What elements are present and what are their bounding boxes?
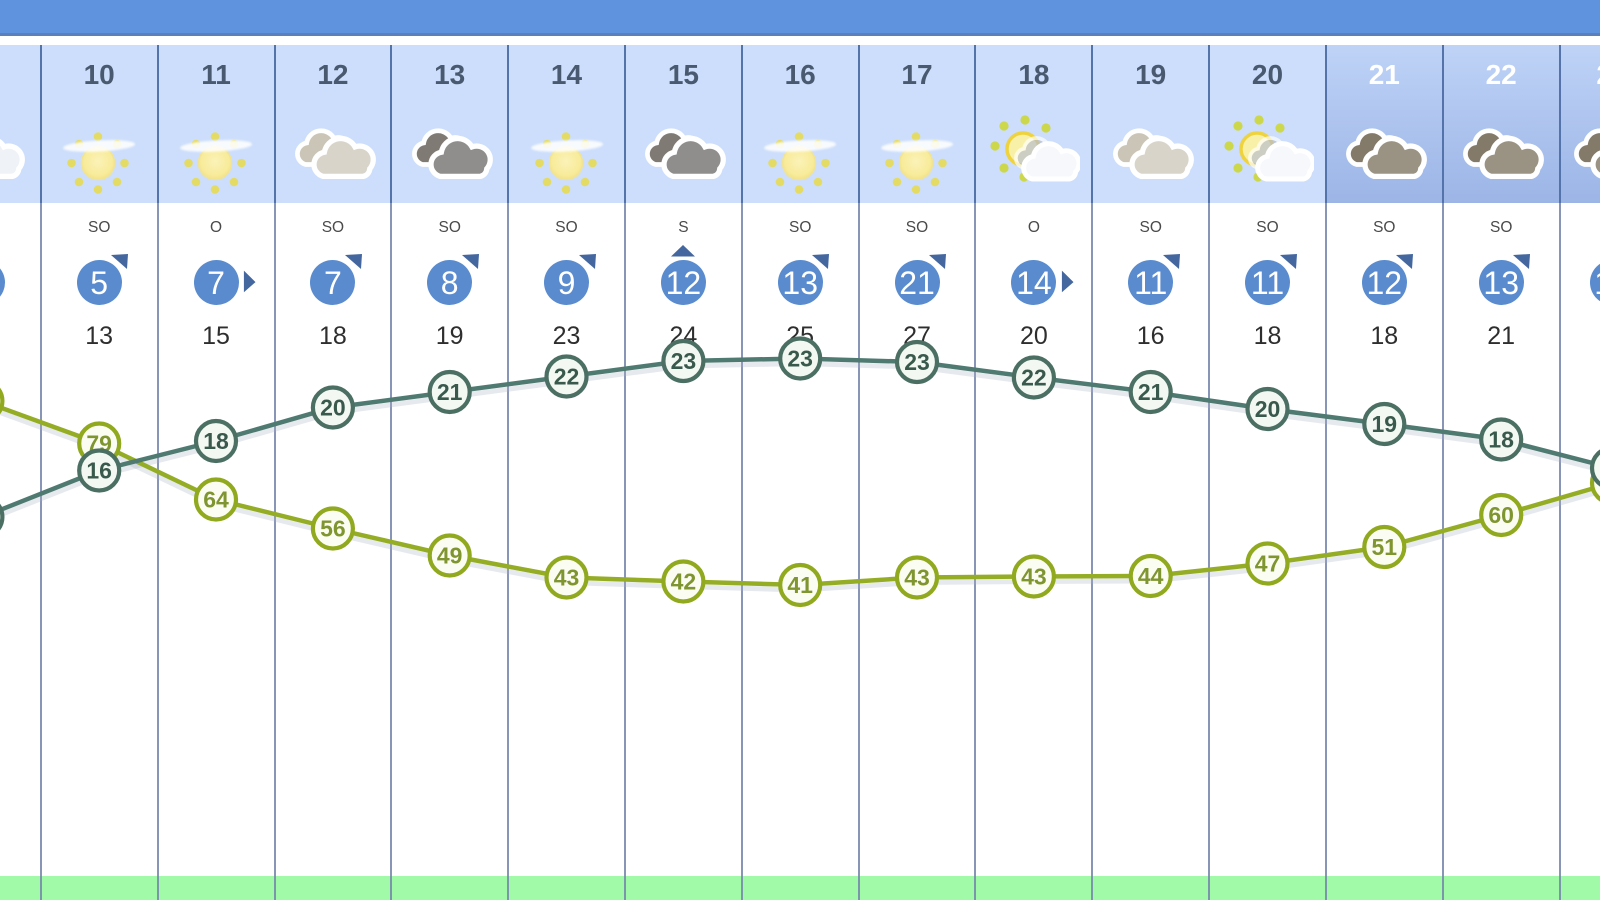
svg-text:43: 43 [554,565,580,591]
svg-text:43: 43 [904,565,930,591]
svg-text:44: 44 [1138,563,1164,589]
svg-text:20: 20 [320,395,346,421]
svg-text:64: 64 [203,487,229,513]
svg-text:18: 18 [203,428,229,454]
svg-text:41: 41 [787,572,813,598]
svg-text:18: 18 [1488,427,1514,453]
svg-text:56: 56 [320,516,346,542]
svg-text:47: 47 [1255,551,1281,577]
svg-text:51: 51 [1372,534,1398,560]
svg-text:23: 23 [671,348,697,374]
svg-text:49: 49 [437,543,463,569]
svg-text:22: 22 [554,364,580,390]
svg-text:23: 23 [787,346,813,372]
svg-text:21: 21 [437,379,463,405]
svg-text:23: 23 [904,349,930,375]
svg-text:21: 21 [1138,379,1164,405]
svg-text:16: 16 [86,458,112,484]
svg-text:20: 20 [1255,396,1281,422]
svg-text:43: 43 [1021,564,1047,590]
svg-text:42: 42 [671,569,697,595]
svg-text:60: 60 [1488,502,1514,528]
svg-text:22: 22 [1021,365,1047,391]
svg-text:19: 19 [1372,411,1398,437]
